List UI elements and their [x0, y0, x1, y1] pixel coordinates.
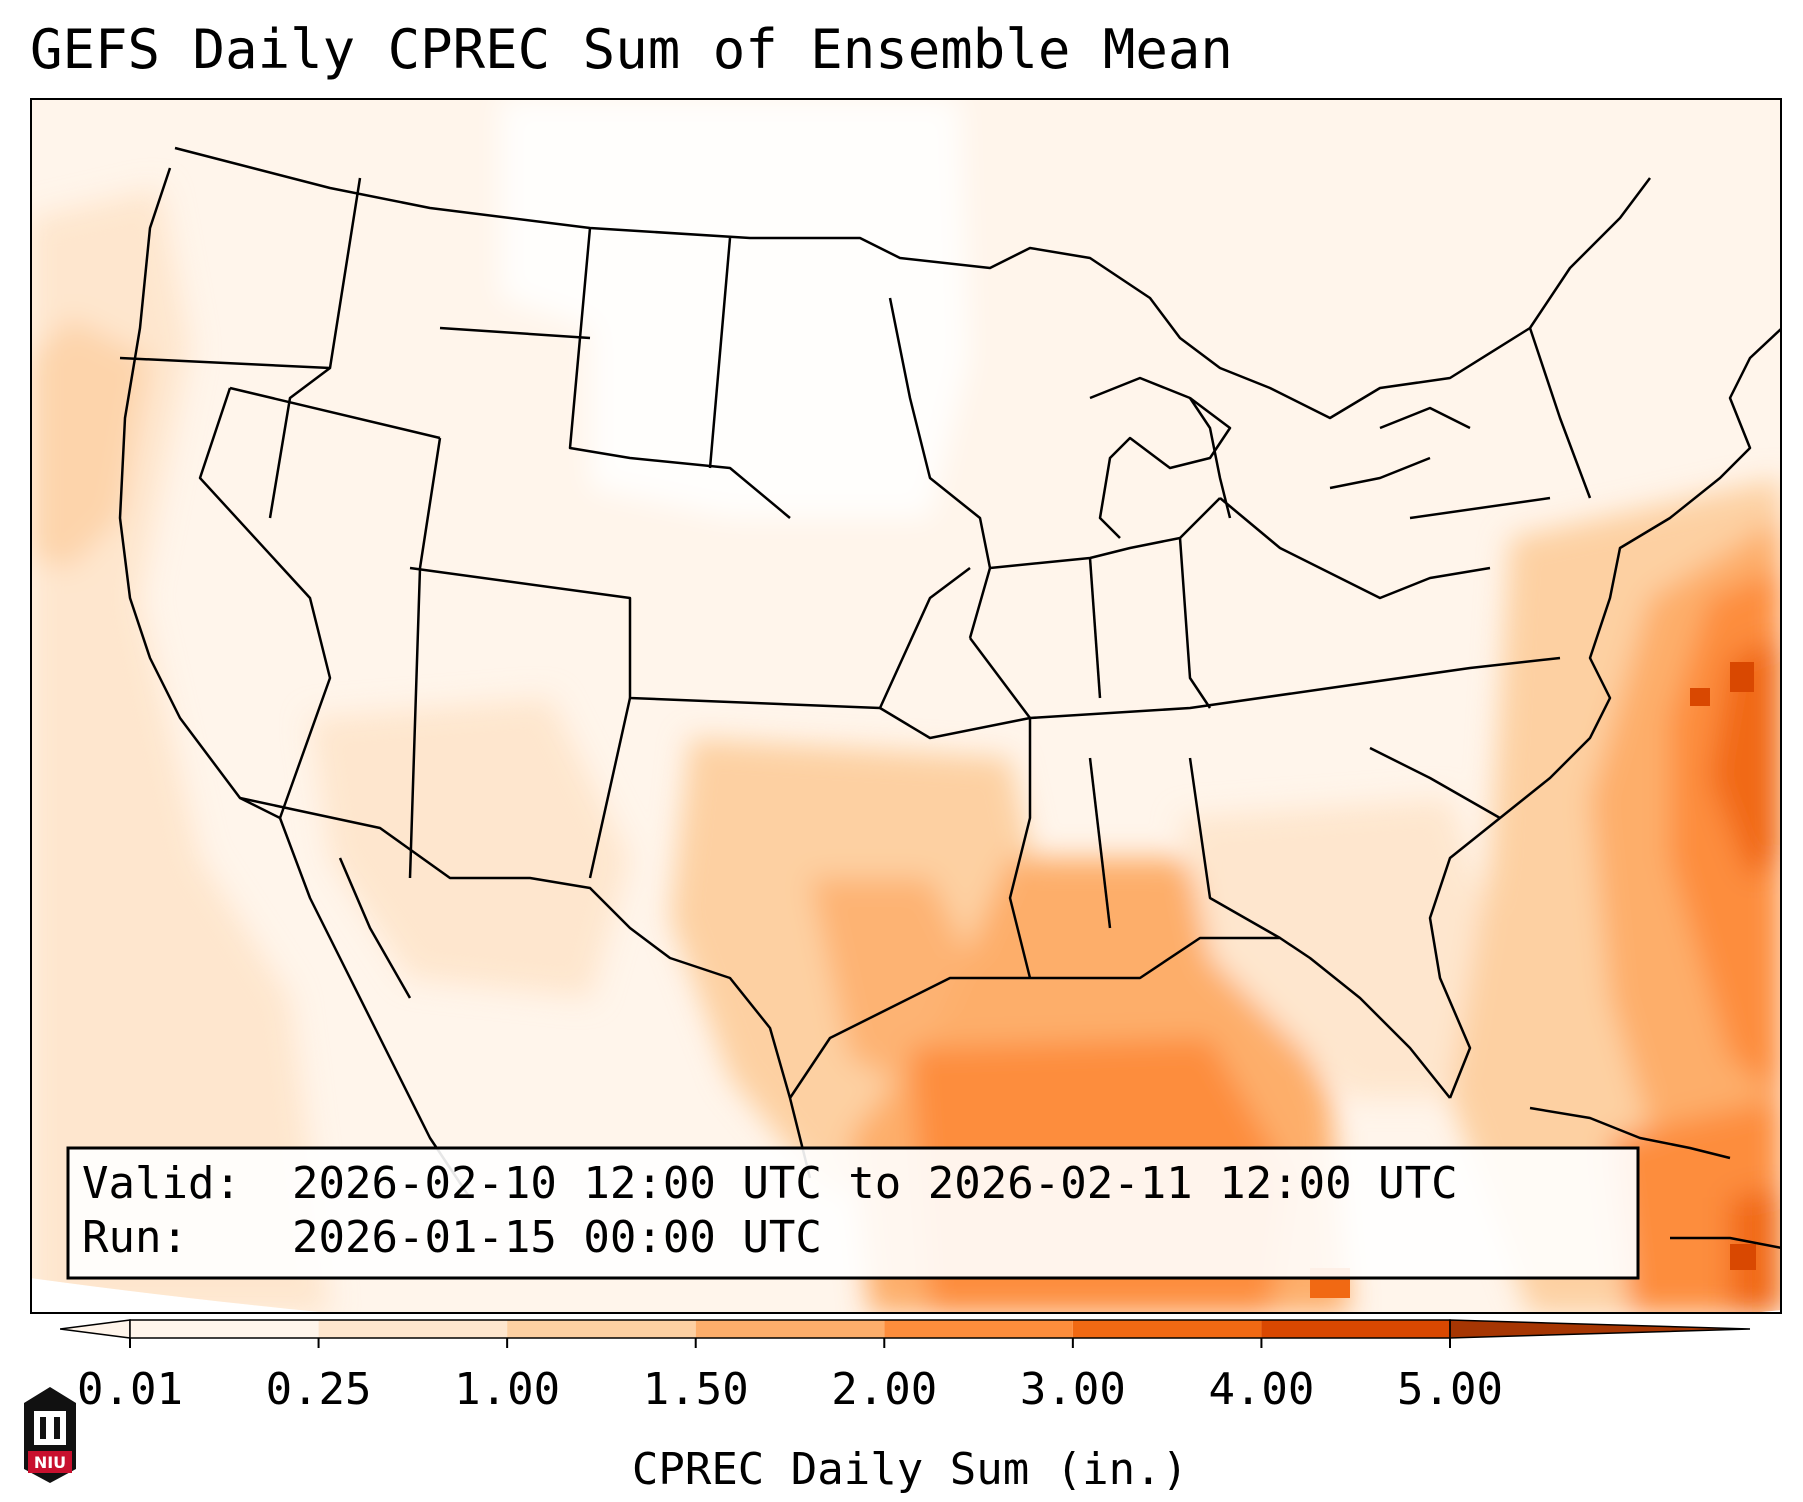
- colorbar-tick-label: 3.00: [1020, 1364, 1126, 1415]
- map-frame: [30, 98, 1782, 1314]
- colorbar-tick-label: 4.00: [1208, 1364, 1314, 1415]
- run-label: Run:: [82, 1212, 188, 1263]
- colorbar-tick-label: 2.00: [831, 1364, 937, 1415]
- precip-field: [30, 98, 1782, 1314]
- colorbar-segment: [507, 1320, 696, 1338]
- colorbar: 0.01 0.25 1.00 1.50 2.00 3.00 4.00 5.00 CPREC D…: [60, 1319, 1751, 1495]
- colorbar-segment: [1072, 1320, 1262, 1338]
- colorbar-segments: [60, 1319, 1751, 1339]
- map-title: GEFS Daily CPREC Sum of Ensemble Mean: [30, 18, 1233, 81]
- info-box: Valid: 2026-02-10 12:00 UTC to 2026-02-1…: [66, 1146, 1640, 1280]
- valid-label: Valid:: [82, 1158, 241, 1209]
- colorbar-segment: [884, 1320, 1073, 1338]
- colorbar-tick-label: 1.00: [454, 1364, 560, 1415]
- precipitation-map: Valid: 2026-02-10 12:00 UTC to 2026-02-1…: [30, 98, 1782, 1314]
- colorbar-outline: [129, 1319, 1451, 1339]
- colorbar-segment: [130, 1320, 319, 1338]
- colorbar-segment: [695, 1320, 885, 1338]
- colorbar-tick-label: 1.50: [643, 1364, 749, 1415]
- colorbar-label: CPREC Daily Sum (in.): [632, 1444, 1188, 1495]
- niu-logo: NIU: [24, 1387, 76, 1483]
- colorbar-tick-label: 0.25: [266, 1364, 372, 1415]
- colorbar-tick-label: 5.00: [1397, 1364, 1503, 1415]
- valid-value: 2026-02-10 12:00 UTC to 2026-02-11 12:00…: [292, 1158, 1458, 1209]
- run-value: 2026-01-15 00:00 UTC: [292, 1212, 822, 1263]
- colorbar-extend-low: [60, 1319, 131, 1339]
- logo-text: NIU: [34, 1453, 66, 1472]
- colorbar-ticks: 0.01 0.25 1.00 1.50 2.00 3.00 4.00 5.00: [77, 1338, 1503, 1415]
- colorbar-segment: [1261, 1320, 1450, 1338]
- colorbar-extend-high: [1449, 1319, 1751, 1339]
- colorbar-tick-label: 0.01: [77, 1364, 183, 1415]
- colorbar-segment: [318, 1320, 508, 1338]
